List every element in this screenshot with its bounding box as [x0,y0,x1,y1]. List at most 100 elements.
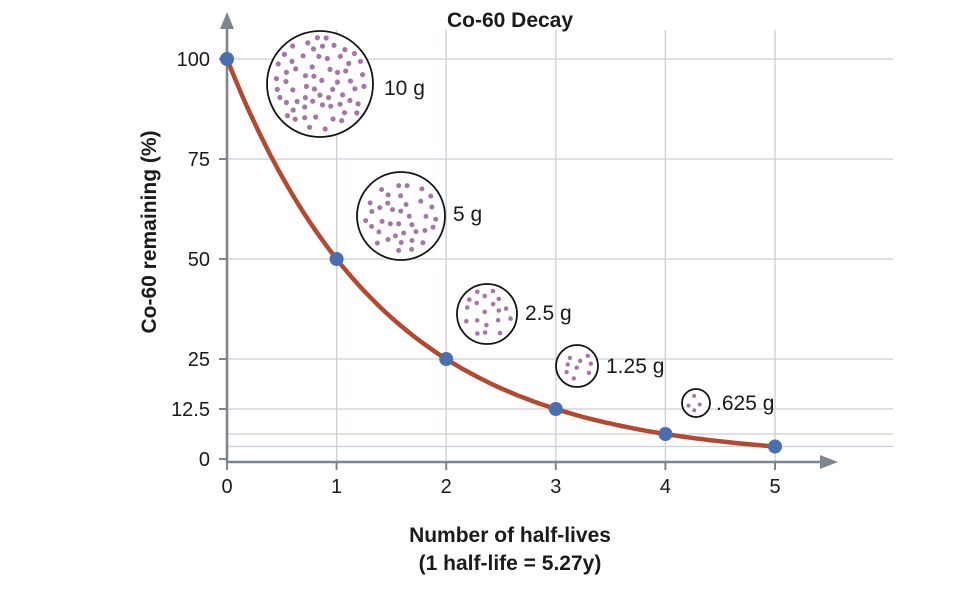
atom-dot [377,205,383,211]
atom-dot [474,318,480,323]
y-axis-arrow-icon [220,12,234,29]
atom-dot [497,330,503,336]
x-tick-label: 0 [221,476,232,498]
atom-dot [347,78,354,84]
sample-circle-1.25g: 1.25 g [555,344,664,388]
atom-dot [574,365,579,370]
atom-dot [406,213,412,219]
atom-dot [482,309,488,315]
atom-dot [311,86,317,92]
atom-dot [274,86,280,92]
atom-dot [385,200,391,206]
atom-dot [396,221,402,227]
chart-title: Co-60 Decay [446,9,574,32]
data-point [439,352,454,366]
y-tick-label: 50 [188,249,210,271]
atom-dot [309,64,315,70]
atom-dot [409,246,415,252]
x-tick-label: 5 [769,476,780,498]
atom-dot [294,98,300,105]
atom-dot [567,355,573,361]
atom-dot [697,402,702,407]
atom-dot [385,237,391,242]
atom-dot [475,331,480,336]
axes [219,12,838,470]
atom-dot [692,408,697,413]
atom-dot [503,306,509,311]
atom-dot [290,107,296,113]
atom-dot [374,240,380,246]
atom-dot [420,240,426,246]
y-tick-label: 100 [177,49,210,71]
atom-dot [323,35,329,41]
atom-dot [317,92,323,98]
atom-dot [565,362,570,367]
mass-label: 5 g [453,203,482,226]
atom-dot [334,79,340,85]
atom-dot [398,240,404,245]
atom-dot [330,116,336,122]
atom-dot [464,305,470,310]
mass-label: .625 g [716,392,774,415]
atom-dot [351,50,357,57]
atom-dot [490,301,496,307]
data-point [658,427,673,441]
y-tick-label: 75 [188,149,210,171]
sample-outline [681,388,711,418]
atom-dot [467,297,472,302]
atom-dot [396,183,402,189]
atom-dot [361,83,367,89]
x-tick-label: 4 [660,476,671,498]
atom-dot [331,42,337,48]
sample-outline [456,283,518,345]
atom-dot [322,126,328,132]
atom-dot [429,204,435,210]
atom-dot [464,318,469,324]
y-tick-label: 12.5 [171,399,210,421]
atom-dot [341,110,348,116]
atom-dot [310,46,317,52]
atom-dot [363,218,369,224]
atom-dot [686,403,691,408]
atom-dot [319,102,326,108]
atom-dot [369,209,375,214]
data-point [768,439,782,454]
atom-dot [305,40,311,46]
atom-dot [390,207,395,213]
atom-dot [474,300,480,306]
sample-circle-5g: 5 g [356,171,482,261]
atom-dot [352,86,358,92]
atom-dot [433,216,439,222]
sample-circle-2.5g: 2.5 g [456,283,572,345]
atom-dot [423,213,429,219]
y-axis-label: Co-60 remaining (%) [138,130,161,334]
x-axis-arrow-icon [820,455,838,469]
mass-label: 2.5 g [525,302,572,325]
atom-dot [401,230,407,236]
tick-labels: 0 12.5 25 50 75 100 0 1 2 3 4 5 [171,49,781,498]
atom-dot [490,288,496,294]
atom-dot [398,193,404,199]
atom-dot [343,68,349,74]
atom-dot [354,110,360,116]
sample-outline [356,171,446,261]
atom-dot [290,43,296,49]
atom-dot [346,60,352,67]
atom-dot [342,47,348,53]
atom-dot [283,99,289,106]
atom-dot [409,222,415,228]
atom-dot [496,296,502,302]
atom-dot [422,228,428,233]
atom-dot [290,87,296,93]
x-tick-label: 2 [441,476,452,498]
atom-dot [508,316,513,321]
atom-dot [484,322,489,328]
atom-dot [392,233,398,239]
atom-dot [496,308,502,313]
atom-dot [571,376,576,381]
atom-dot [302,115,308,121]
atom-dot [326,95,332,101]
atom-dot [495,317,501,323]
x-axis-label-note: (1 half-life = 5.27y) [418,552,602,575]
atom-dot [692,393,697,398]
